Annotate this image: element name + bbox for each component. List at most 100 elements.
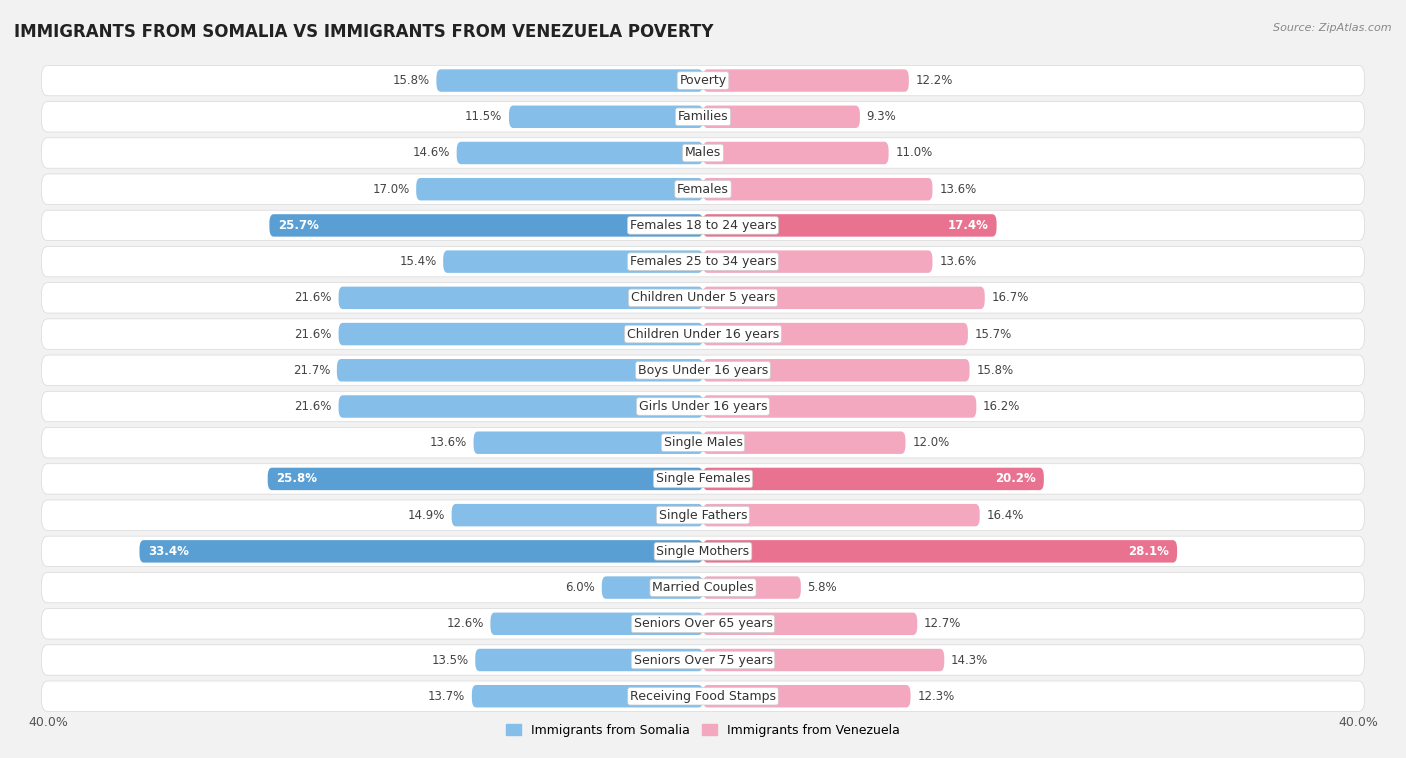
Text: 25.7%: 25.7% [278,219,319,232]
Text: IMMIGRANTS FROM SOMALIA VS IMMIGRANTS FROM VENEZUELA POVERTY: IMMIGRANTS FROM SOMALIA VS IMMIGRANTS FR… [14,23,714,41]
Text: 13.5%: 13.5% [432,653,468,666]
Text: Seniors Over 75 years: Seniors Over 75 years [634,653,772,666]
FancyBboxPatch shape [703,504,980,526]
Text: Females 25 to 34 years: Females 25 to 34 years [630,255,776,268]
Text: 40.0%: 40.0% [28,716,67,729]
FancyBboxPatch shape [703,431,905,454]
FancyBboxPatch shape [703,612,917,635]
Text: 9.3%: 9.3% [866,110,897,124]
Text: Single Females: Single Females [655,472,751,485]
Text: Source: ZipAtlas.com: Source: ZipAtlas.com [1274,23,1392,33]
FancyBboxPatch shape [267,468,703,490]
Text: Males: Males [685,146,721,159]
FancyBboxPatch shape [41,246,1365,277]
Text: Girls Under 16 years: Girls Under 16 years [638,400,768,413]
Text: 21.6%: 21.6% [294,400,332,413]
FancyBboxPatch shape [703,69,908,92]
Legend: Immigrants from Somalia, Immigrants from Venezuela: Immigrants from Somalia, Immigrants from… [501,719,905,742]
Text: 15.4%: 15.4% [399,255,436,268]
Text: Children Under 16 years: Children Under 16 years [627,327,779,340]
Text: Receiving Food Stamps: Receiving Food Stamps [630,690,776,703]
Text: 12.2%: 12.2% [915,74,953,87]
Text: Females: Females [678,183,728,196]
FancyBboxPatch shape [509,105,703,128]
Text: 11.5%: 11.5% [465,110,502,124]
FancyBboxPatch shape [703,576,801,599]
FancyBboxPatch shape [339,287,703,309]
FancyBboxPatch shape [703,287,984,309]
Text: Seniors Over 65 years: Seniors Over 65 years [634,617,772,631]
Text: 6.0%: 6.0% [565,581,595,594]
Text: Families: Families [678,110,728,124]
FancyBboxPatch shape [41,391,1365,421]
FancyBboxPatch shape [436,69,703,92]
Text: 17.4%: 17.4% [948,219,988,232]
Text: 5.8%: 5.8% [807,581,837,594]
Text: 13.6%: 13.6% [939,183,976,196]
Text: Single Males: Single Males [664,436,742,449]
FancyBboxPatch shape [41,609,1365,639]
FancyBboxPatch shape [270,215,703,236]
Text: 15.8%: 15.8% [392,74,430,87]
FancyBboxPatch shape [703,359,970,381]
FancyBboxPatch shape [41,283,1365,313]
Text: 28.1%: 28.1% [1128,545,1168,558]
FancyBboxPatch shape [703,468,1043,490]
FancyBboxPatch shape [703,250,932,273]
Text: 21.7%: 21.7% [292,364,330,377]
FancyBboxPatch shape [41,464,1365,494]
FancyBboxPatch shape [41,319,1365,349]
FancyBboxPatch shape [337,359,703,381]
FancyBboxPatch shape [703,685,911,707]
FancyBboxPatch shape [703,178,932,200]
Text: 12.7%: 12.7% [924,617,962,631]
Text: 21.6%: 21.6% [294,327,332,340]
FancyBboxPatch shape [41,572,1365,603]
FancyBboxPatch shape [339,323,703,346]
Text: 11.0%: 11.0% [896,146,932,159]
Text: 17.0%: 17.0% [373,183,409,196]
Text: 12.3%: 12.3% [917,690,955,703]
Text: 12.6%: 12.6% [446,617,484,631]
FancyBboxPatch shape [41,138,1365,168]
Text: 14.3%: 14.3% [950,653,988,666]
FancyBboxPatch shape [41,174,1365,205]
FancyBboxPatch shape [703,215,997,236]
FancyBboxPatch shape [41,355,1365,386]
FancyBboxPatch shape [703,540,1177,562]
Text: 14.6%: 14.6% [412,146,450,159]
Text: 25.8%: 25.8% [276,472,318,485]
Text: 12.0%: 12.0% [912,436,949,449]
FancyBboxPatch shape [602,576,703,599]
FancyBboxPatch shape [41,681,1365,712]
FancyBboxPatch shape [703,105,860,128]
FancyBboxPatch shape [703,395,976,418]
FancyBboxPatch shape [703,649,945,672]
Text: 13.6%: 13.6% [939,255,976,268]
FancyBboxPatch shape [451,504,703,526]
FancyBboxPatch shape [703,323,967,346]
FancyBboxPatch shape [41,102,1365,132]
Text: 13.6%: 13.6% [430,436,467,449]
Text: Single Fathers: Single Fathers [659,509,747,522]
FancyBboxPatch shape [41,210,1365,240]
Text: Females 18 to 24 years: Females 18 to 24 years [630,219,776,232]
Text: Poverty: Poverty [679,74,727,87]
FancyBboxPatch shape [474,431,703,454]
Text: Single Mothers: Single Mothers [657,545,749,558]
Text: 20.2%: 20.2% [994,472,1035,485]
Text: Married Couples: Married Couples [652,581,754,594]
Text: 33.4%: 33.4% [148,545,188,558]
Text: 15.7%: 15.7% [974,327,1012,340]
FancyBboxPatch shape [339,395,703,418]
Text: 16.2%: 16.2% [983,400,1021,413]
FancyBboxPatch shape [139,540,703,562]
FancyBboxPatch shape [703,142,889,164]
FancyBboxPatch shape [41,536,1365,566]
Text: 21.6%: 21.6% [294,291,332,305]
Text: 40.0%: 40.0% [1339,716,1378,729]
Text: 14.9%: 14.9% [408,509,444,522]
Text: 16.7%: 16.7% [991,291,1029,305]
FancyBboxPatch shape [41,428,1365,458]
Text: 13.7%: 13.7% [427,690,465,703]
